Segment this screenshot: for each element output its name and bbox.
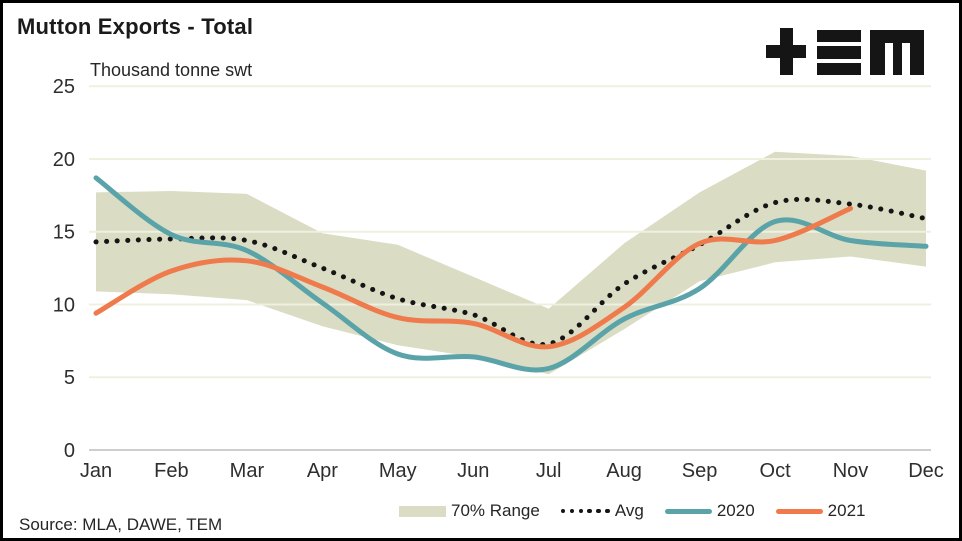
x-axis-tick-label: May — [379, 460, 417, 482]
line-2020 — [93, 175, 929, 373]
y-axis-tick-label: 25 — [53, 76, 75, 98]
x-axis-tick-label: Sep — [682, 460, 718, 482]
line-2021 — [93, 205, 853, 350]
source-note: Source: MLA, DAWE, TEM — [19, 515, 223, 534]
x-axis-tick-label: Apr — [307, 460, 338, 482]
x-axis-tick-label: Nov — [833, 460, 869, 482]
avg-line — [93, 196, 929, 347]
x-axis-tick-label: Jun — [457, 460, 489, 482]
x-axis-tick-label: Oct — [760, 460, 792, 482]
legend-label: 2021 — [827, 501, 866, 520]
axis-unit-label: Thousand tonne swt — [90, 60, 253, 80]
line-2021-swatch-icon — [775, 508, 823, 514]
page-title: Mutton Exports - Total — [17, 14, 254, 39]
range-band-area — [96, 151, 926, 375]
y-axis-tick-label: 15 — [53, 222, 75, 244]
logo-m-icon — [870, 30, 924, 75]
y-axis-tick-label: 0 — [64, 440, 75, 462]
legend-label: Avg — [614, 501, 644, 520]
x-axis-tick-label: Dec — [908, 460, 944, 482]
x-axis-tick-label: Aug — [606, 460, 642, 482]
tem-logo — [766, 28, 924, 75]
legend-item-2021: 2021 — [775, 501, 866, 521]
x-axis-tick-label: Feb — [154, 460, 188, 482]
legend-label: 70% Range — [451, 501, 540, 520]
y-axis-tick-label: 10 — [53, 295, 75, 317]
logo-plus-hbar — [766, 45, 806, 58]
line-2020-swatch-icon — [664, 508, 712, 514]
logo-plus-icon — [766, 28, 806, 75]
y-axis-tick-label: 20 — [53, 149, 75, 171]
legend-label: 2020 — [716, 501, 755, 520]
legend-item-range: 70% Range — [399, 501, 540, 521]
x-axis-tick-label: Jan — [80, 460, 112, 482]
x-axis-tick-label: Jul — [536, 460, 562, 482]
x-axis-tick-label: Mar — [230, 460, 265, 482]
avg-dots-icon — [560, 508, 610, 514]
line-chart: 0 5 10 15 20 25 Jan Feb Mar Apr May Jun Jul Aug Sep Oct… — [53, 76, 944, 482]
range-swatch-icon — [399, 505, 446, 517]
y-axis-tick-label: 5 — [64, 367, 75, 389]
logo-bars-icon — [817, 30, 861, 75]
legend-item-avg: Avg — [560, 501, 644, 521]
legend-item-2020: 2020 — [664, 501, 755, 521]
chart-legend: 70% Range Avg 2020 2021 — [399, 499, 866, 523]
